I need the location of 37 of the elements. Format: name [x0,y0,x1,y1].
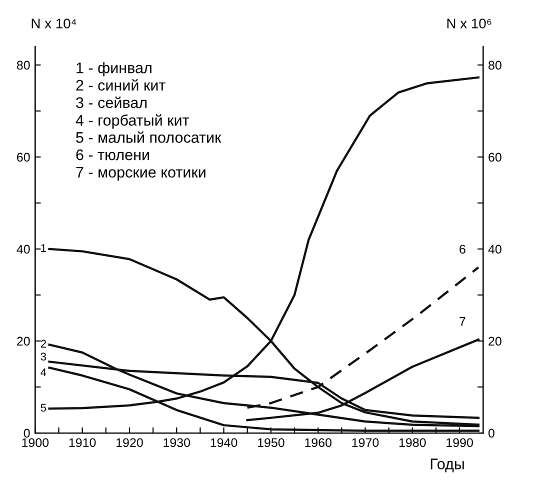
annotation: 3 - сейвал [76,96,147,108]
annotation: 1 - финвал [76,62,152,76]
x-tick-label: 1930 [164,438,190,448]
x-tick-label: 1990 [446,438,473,448]
y2-tick-label: 0 [488,428,494,438]
x-tick-label: 1940 [210,438,238,448]
series-label: 2 [40,340,46,348]
y2-axis-title: N x 10⁶ [447,18,492,28]
y-axis-title: N x 10⁴ [32,18,76,28]
series-label: 1 [41,244,46,252]
y2-tick-label: 40 [488,244,502,254]
annotation: 2 - синий кит [76,79,166,91]
x-tick-label: 1920 [116,438,143,448]
y-tick-label: 40 [16,244,30,254]
y-tick-label: 80 [16,60,30,70]
series-label: 5 [40,404,46,412]
series-label: 4 [40,368,46,376]
x-tick-label: 1900 [22,438,49,448]
series-label: 6 [460,244,466,254]
x-axis-title: Годы [430,458,464,472]
y-tick-label: 20 [17,336,30,346]
annotation: 6 - тюлени [76,149,149,160]
y-tick-label: 60 [17,152,30,162]
x-tick-label: 1960 [305,438,332,448]
x-tick-label: 1950 [258,438,284,448]
annotation: 5 - малый полосатик [76,131,222,143]
y2-tick-label: 20 [488,336,502,346]
x-tick-label: 1970 [352,438,379,448]
annotation: 4 - горбатый кит [76,114,190,129]
y2-tick-label: 80 [488,60,502,70]
series-label: 7 [460,317,466,326]
x-tick-label: 1980 [399,438,426,448]
series-label: 3 [40,352,46,361]
annotation: 7 - морские котики [76,166,206,181]
x-tick-label: 1910 [69,438,96,448]
y-tick-label: 0 [24,428,30,438]
y2-tick-label: 60 [488,152,502,162]
